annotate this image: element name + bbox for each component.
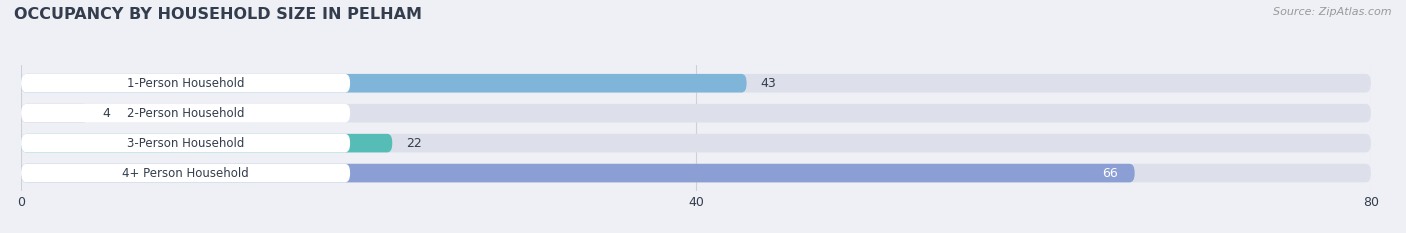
FancyBboxPatch shape (21, 164, 350, 182)
Text: 66: 66 (1102, 167, 1118, 180)
FancyBboxPatch shape (21, 164, 1371, 182)
Text: 3-Person Household: 3-Person Household (127, 137, 245, 150)
FancyBboxPatch shape (21, 134, 350, 152)
FancyBboxPatch shape (21, 104, 350, 123)
FancyBboxPatch shape (21, 134, 1371, 152)
Text: 4+ Person Household: 4+ Person Household (122, 167, 249, 180)
Text: 1-Person Household: 1-Person Household (127, 77, 245, 90)
FancyBboxPatch shape (21, 104, 1371, 123)
FancyBboxPatch shape (21, 134, 392, 152)
Text: OCCUPANCY BY HOUSEHOLD SIZE IN PELHAM: OCCUPANCY BY HOUSEHOLD SIZE IN PELHAM (14, 7, 422, 22)
Text: Source: ZipAtlas.com: Source: ZipAtlas.com (1274, 7, 1392, 17)
Text: 43: 43 (761, 77, 776, 90)
FancyBboxPatch shape (21, 74, 1371, 93)
Text: 22: 22 (406, 137, 422, 150)
FancyBboxPatch shape (21, 104, 89, 123)
FancyBboxPatch shape (21, 164, 1135, 182)
Text: 4: 4 (103, 107, 110, 120)
FancyBboxPatch shape (21, 74, 350, 93)
Text: 2-Person Household: 2-Person Household (127, 107, 245, 120)
FancyBboxPatch shape (21, 74, 747, 93)
